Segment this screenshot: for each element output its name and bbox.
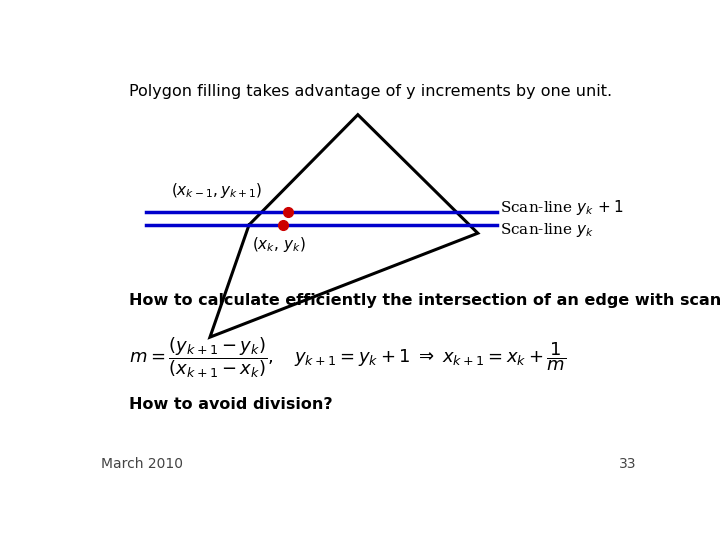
Text: How to calculate efficiently the intersection of an edge with scan line?: How to calculate efficiently the interse… <box>129 293 720 308</box>
Text: 33: 33 <box>619 457 637 471</box>
Text: March 2010: March 2010 <box>101 457 183 471</box>
Text: $\left(x_k,\, y_k\right)$: $\left(x_k,\, y_k\right)$ <box>252 235 306 254</box>
Text: $m = \dfrac{\left(y_{k+1} - y_k\right)}{\left(x_{k+1} - x_k\right)},\quad y_{k+1: $m = \dfrac{\left(y_{k+1} - y_k\right)}{… <box>129 336 566 380</box>
Text: Scan-line $y_k\,+1$: Scan-line $y_k\,+1$ <box>500 198 624 217</box>
Text: $\left(x_{k-1}, y_{k+1}\right)$: $\left(x_{k-1}, y_{k+1}\right)$ <box>171 181 262 200</box>
Text: How to avoid division?: How to avoid division? <box>129 397 333 412</box>
Text: Scan-line $y_k$: Scan-line $y_k$ <box>500 221 594 239</box>
Text: Polygon filling takes advantage of y increments by one unit.: Polygon filling takes advantage of y inc… <box>129 84 612 98</box>
